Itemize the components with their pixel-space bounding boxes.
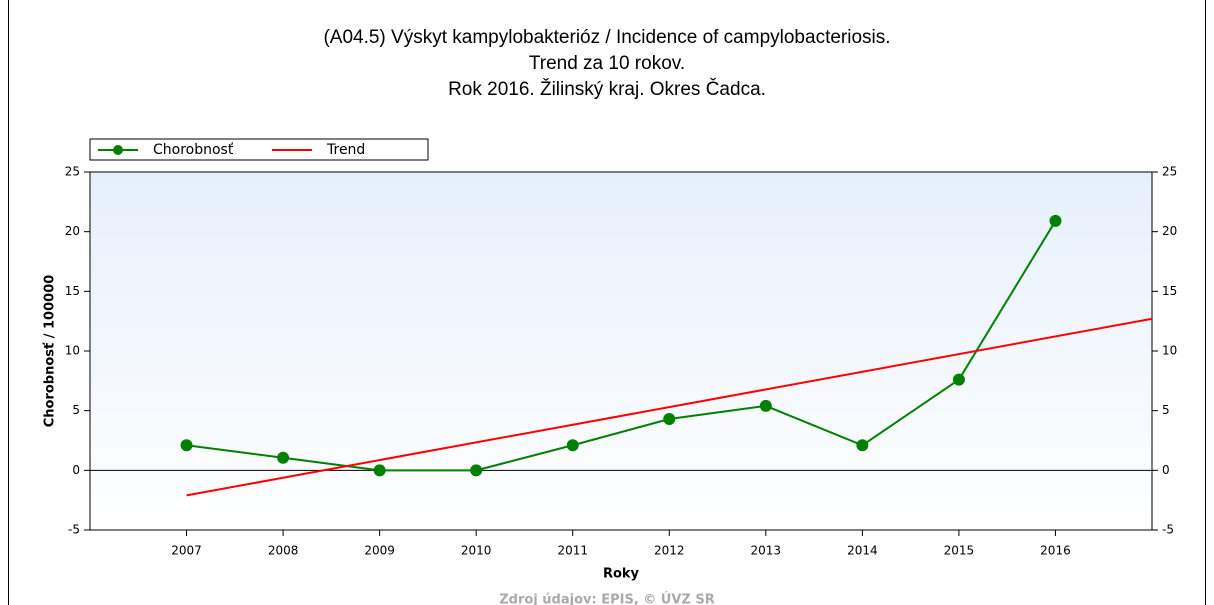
y2-tick-label: 0 [1162, 463, 1170, 477]
title-line: (A04.5) Výskyt kampylobakterióz / Incide… [323, 27, 890, 48]
y2-tick-label: -5 [1162, 523, 1174, 537]
y-axis-label: Chorobnosť / 100000 [43, 275, 58, 428]
y-tick-label: 5 [72, 403, 80, 417]
legend-label: Chorobnosť [153, 142, 234, 158]
data-point [952, 373, 965, 386]
y-tick-label: 0 [72, 463, 80, 477]
x-tick-label: 2011 [557, 544, 588, 558]
legend-box [89, 138, 429, 161]
data-point [373, 464, 386, 477]
series-line [186, 317, 1153, 497]
y2-tick-label: 5 [1162, 403, 1170, 417]
title-line: Rok 2016. Žilinský kraj. Okres Čadca. [448, 78, 766, 100]
x-tick-label: 2016 [1040, 544, 1071, 558]
x-tick-label: 2008 [268, 544, 299, 558]
legend-label: Trend [326, 142, 365, 158]
data-point [1049, 214, 1062, 227]
data-point [663, 413, 676, 426]
series-line [186, 220, 1057, 472]
data-point [470, 464, 483, 477]
y2-tick-label: 25 [1162, 165, 1177, 179]
x-tick-label: 2010 [461, 544, 492, 558]
data-point [277, 451, 290, 464]
plot-area [89, 171, 1153, 531]
y-tick-label: 15 [65, 284, 80, 298]
y-tick-label: -5 [68, 523, 80, 537]
y2-tick-label: 10 [1162, 344, 1177, 358]
x-axis-label: Roky [603, 567, 640, 582]
data-point [759, 399, 772, 412]
y-tick-label: 20 [65, 224, 80, 238]
y2-tick-label: 20 [1162, 224, 1177, 238]
data-point [566, 439, 579, 452]
y-tick-label: 25 [65, 165, 80, 179]
x-tick-label: 2009 [364, 544, 395, 558]
title-line: Trend za 10 rokov. [529, 53, 685, 74]
y-tick-label: 10 [65, 344, 80, 358]
x-tick-label: 2015 [944, 544, 975, 558]
x-tick-label: 2012 [654, 544, 685, 558]
data-point [180, 439, 193, 452]
x-tick-label: 2014 [847, 544, 878, 558]
data-point [856, 439, 869, 452]
legend-marker [113, 145, 123, 155]
x-tick-label: 2007 [171, 544, 202, 558]
x-tick-label: 2013 [751, 544, 782, 558]
source-note: Zdroj údajov: EPIS, © ÚVZ SR [499, 592, 715, 605]
y2-tick-label: 15 [1162, 284, 1177, 298]
